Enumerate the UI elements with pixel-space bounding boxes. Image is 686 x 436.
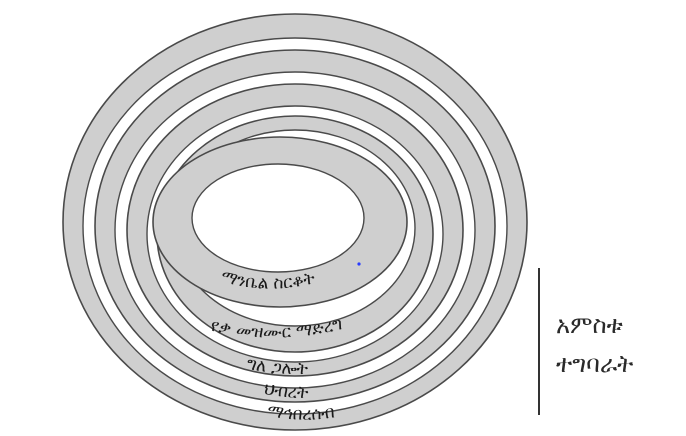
side-label-line2: ተግባራት [556,350,633,378]
ring-label-outermost: ማኅበረሰብ [266,401,336,425]
side-label-line1: አምስቱ [556,311,623,339]
marker-dot [357,262,361,266]
ring-inner [152,136,408,308]
